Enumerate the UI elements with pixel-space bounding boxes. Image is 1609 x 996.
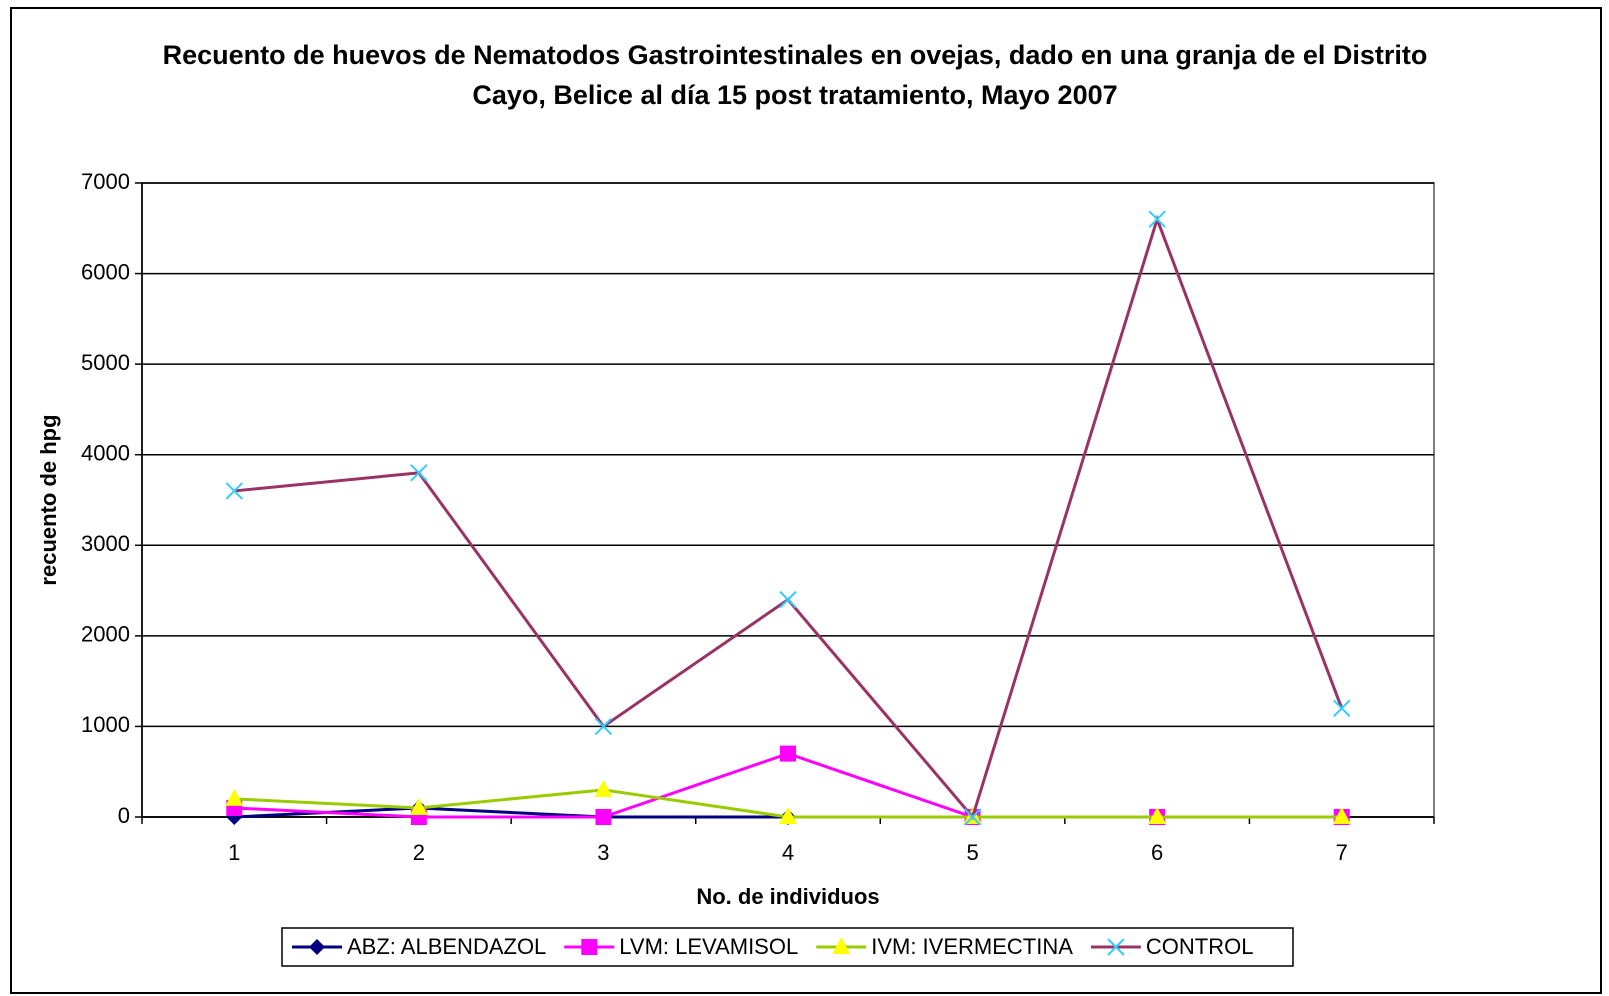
marker <box>1148 807 1167 824</box>
y-tick-label: 1000 <box>81 712 130 737</box>
marker <box>581 939 598 955</box>
legend-label: IVM: IVERMECTINA <box>871 934 1073 959</box>
marker <box>779 590 797 609</box>
marker <box>963 808 982 826</box>
y-tick-label: 7000 <box>81 169 130 194</box>
legend-label: CONTROL <box>1146 934 1254 959</box>
marker <box>594 717 613 736</box>
marker <box>1107 938 1125 956</box>
y-tick-label: 3000 <box>81 531 130 556</box>
x-axis-label: No. de individuos <box>696 884 879 909</box>
marker <box>309 939 325 955</box>
x-tick-label: 3 <box>597 840 609 865</box>
chart-title: Recuento de huevos de Nematodos Gastroin… <box>162 40 1428 110</box>
marker <box>832 937 851 954</box>
x-tick-label: 5 <box>966 840 978 865</box>
marker <box>1333 699 1351 718</box>
legend: ABZ: ALBENDAZOL LVM: LEVAMISOL IVM: IVERME… <box>281 927 1294 967</box>
marker <box>780 745 796 762</box>
marker <box>594 779 613 797</box>
marker <box>225 788 244 806</box>
marker <box>779 807 797 824</box>
x-tick-label: 6 <box>1151 840 1163 865</box>
y-tick-label: 5000 <box>81 350 130 375</box>
x-tick-label: 7 <box>1336 840 1348 865</box>
y-axis-label: recuento de hpg <box>36 414 61 585</box>
marker <box>409 797 428 815</box>
marker <box>410 464 428 482</box>
x-tick-label: 1 <box>228 840 240 865</box>
x-tick-label: 4 <box>782 840 794 865</box>
plot-area <box>141 182 1435 818</box>
x-tick-label: 2 <box>413 840 425 865</box>
marker <box>225 482 243 500</box>
y-tick-label: 6000 <box>81 259 130 284</box>
legend-label: LVM: LEVAMISOL <box>619 934 798 959</box>
legend-label: ABZ: ALBENDAZOL <box>347 934 546 959</box>
marker <box>595 809 612 825</box>
y-tick-label: 0 <box>118 803 130 828</box>
marker <box>1332 807 1351 824</box>
marker <box>1148 210 1166 228</box>
y-tick-label: 2000 <box>81 622 130 647</box>
y-tick-label: 4000 <box>81 441 130 466</box>
